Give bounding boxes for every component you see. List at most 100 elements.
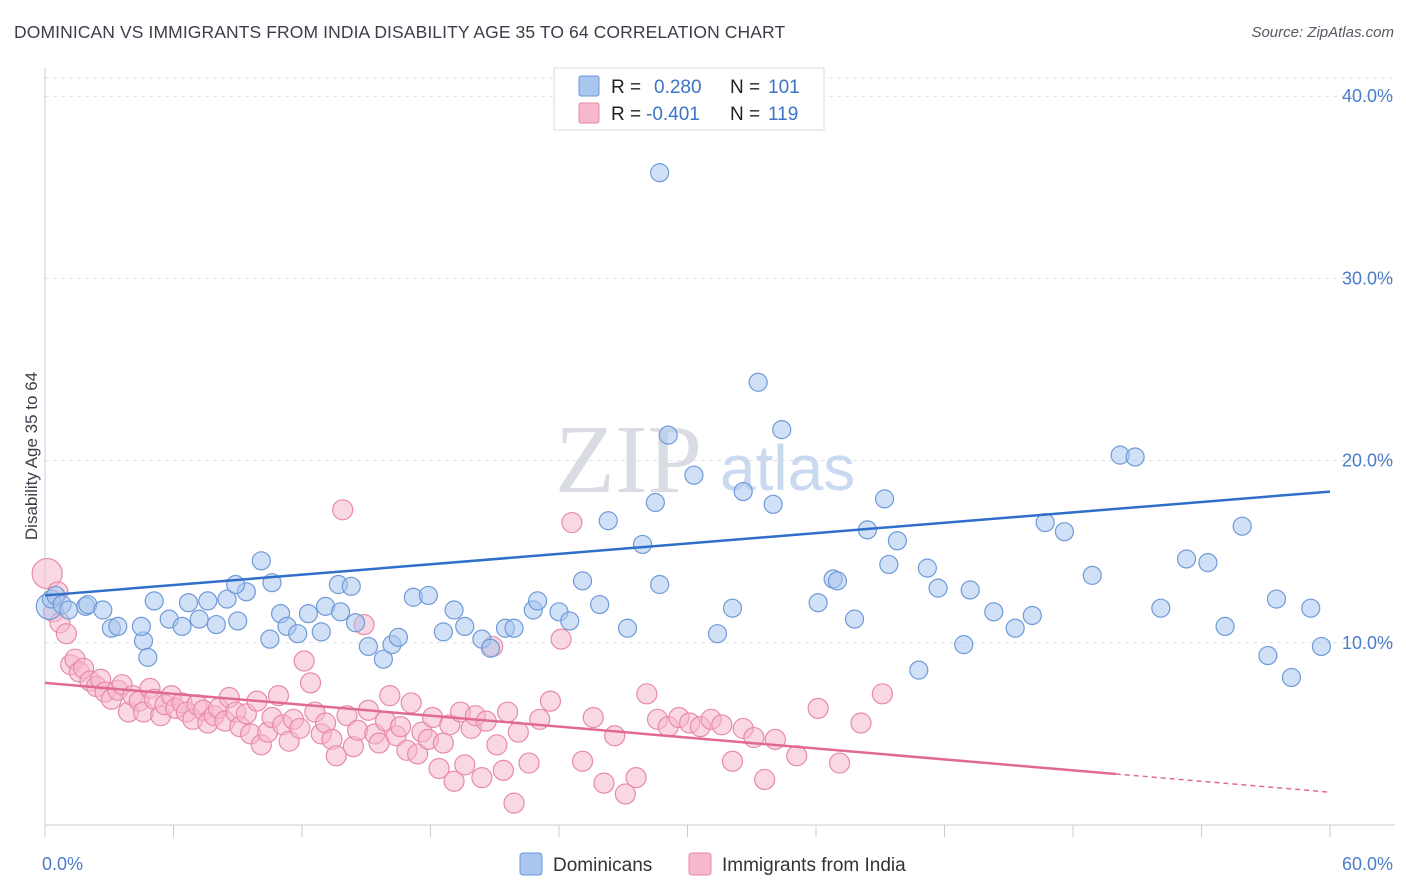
point-dominican-35 bbox=[341, 576, 361, 596]
point-dominican-62 bbox=[684, 465, 704, 485]
point-dominican-13 bbox=[144, 591, 164, 611]
point-india-92 bbox=[539, 690, 562, 712]
point-india-0 bbox=[31, 557, 63, 590]
point-dominican-74 bbox=[874, 489, 895, 509]
legend-bottom-label-india: Immigrants from India bbox=[722, 855, 906, 876]
point-dominican-79 bbox=[928, 578, 948, 598]
legend-bottom-swatch-india bbox=[688, 852, 712, 876]
point-india-114 bbox=[786, 745, 808, 767]
point-dominican-91 bbox=[1176, 549, 1197, 569]
point-dominican-43 bbox=[433, 622, 453, 642]
point-dominican-78 bbox=[917, 558, 937, 578]
point-dominican-18 bbox=[198, 591, 218, 611]
point-india-85 bbox=[486, 734, 508, 756]
point-india-112 bbox=[753, 768, 776, 791]
point-india-118 bbox=[871, 683, 893, 705]
y-tick-label-10: 10.0% bbox=[1342, 633, 1393, 653]
point-dominican-36 bbox=[345, 613, 366, 633]
point-india-4 bbox=[55, 623, 78, 645]
point-dominican-100 bbox=[650, 163, 670, 183]
point-india-65 bbox=[379, 685, 401, 707]
point-dominican-51 bbox=[527, 591, 548, 611]
point-dominican-49 bbox=[504, 618, 524, 638]
point-dominican-63 bbox=[707, 624, 728, 644]
point-dominican-99 bbox=[1311, 636, 1332, 657]
point-dominican-59 bbox=[645, 492, 665, 513]
point-india-101 bbox=[636, 683, 658, 705]
point-dominican-47 bbox=[480, 638, 501, 658]
legend-bottom-swatch-dominicans bbox=[519, 852, 543, 876]
point-dominican-81 bbox=[960, 580, 980, 600]
legend-top-swatch-dominicans bbox=[578, 75, 600, 97]
point-dominican-72 bbox=[844, 609, 865, 629]
point-india-97 bbox=[593, 772, 615, 794]
point-india-49 bbox=[293, 650, 315, 672]
point-india-75 bbox=[432, 732, 454, 754]
x-tick-label-min: 0.0% bbox=[42, 854, 83, 874]
point-india-89 bbox=[507, 721, 529, 743]
trend-lines bbox=[44, 490, 1331, 793]
point-india-99 bbox=[614, 783, 636, 805]
y-tick-label-30: 30.0% bbox=[1342, 268, 1393, 288]
point-dominican-82 bbox=[984, 602, 1004, 622]
point-dominican-67 bbox=[763, 494, 783, 514]
point-dominican-56 bbox=[598, 511, 618, 531]
point-india-98 bbox=[604, 725, 626, 747]
point-india-79 bbox=[454, 754, 476, 776]
point-dominican-65 bbox=[733, 481, 753, 502]
point-india-70 bbox=[407, 743, 429, 765]
point-india-50 bbox=[299, 672, 322, 694]
point-dominican-37 bbox=[358, 636, 378, 657]
point-dominican-92 bbox=[1198, 553, 1218, 573]
point-dominican-57 bbox=[617, 618, 638, 638]
point-india-82 bbox=[471, 767, 493, 789]
legend-top-swatch-india bbox=[578, 102, 600, 124]
point-dominican-98 bbox=[1301, 598, 1321, 618]
point-india-44 bbox=[267, 685, 290, 707]
point-dominican-4 bbox=[58, 600, 79, 620]
point-dominican-27 bbox=[260, 629, 280, 649]
point-india-69 bbox=[400, 692, 422, 714]
point-india-48 bbox=[289, 717, 311, 740]
point-dominican-30 bbox=[298, 604, 319, 624]
point-dominican-84 bbox=[1022, 605, 1042, 626]
point-india-117 bbox=[850, 712, 872, 734]
y-tick-label-20: 20.0% bbox=[1342, 451, 1393, 471]
point-dominican-75 bbox=[879, 554, 899, 575]
point-dominican-60 bbox=[650, 574, 670, 595]
point-dominican-66 bbox=[748, 372, 768, 392]
point-dominican-17 bbox=[189, 609, 209, 629]
point-dominican-21 bbox=[228, 611, 248, 631]
point-dominican-24 bbox=[251, 551, 271, 571]
trend-line-dominicans bbox=[44, 490, 1331, 597]
point-india-77 bbox=[443, 770, 465, 792]
point-dominican-31 bbox=[311, 622, 331, 642]
y-tick-label-40: 40.0% bbox=[1342, 86, 1393, 106]
point-india-86 bbox=[492, 759, 514, 781]
point-dominican-93 bbox=[1215, 616, 1235, 637]
point-dominican-29 bbox=[288, 624, 308, 644]
legend-r-label-2: R = bbox=[611, 104, 641, 125]
chart-source: Source: ZipAtlas.com bbox=[1251, 24, 1394, 41]
point-india-88 bbox=[503, 792, 525, 814]
point-india-55 bbox=[325, 745, 347, 767]
point-india-74 bbox=[428, 757, 450, 780]
point-dominican-19 bbox=[206, 614, 226, 635]
point-dominican-54 bbox=[572, 571, 593, 591]
point-india-59 bbox=[347, 719, 369, 741]
legend-n-label-1: N = bbox=[730, 77, 760, 98]
point-dominican-90 bbox=[1151, 598, 1171, 618]
y-tick-labels: 10.0% 20.0% 30.0% 40.0% bbox=[1342, 86, 1393, 653]
legend-r-value-2: -0.401 bbox=[646, 104, 700, 125]
legend-bottom-label-dominicans: Dominicans bbox=[553, 855, 652, 876]
point-india-108 bbox=[711, 714, 733, 736]
legend-bottom: Dominicans Immigrants from India bbox=[519, 852, 906, 876]
point-india-67 bbox=[389, 716, 412, 738]
point-india-93 bbox=[550, 628, 572, 650]
point-dominican-42 bbox=[418, 585, 438, 606]
legend-r-label-1: R = bbox=[611, 77, 641, 98]
point-india-100 bbox=[625, 767, 647, 789]
point-dominican-12 bbox=[138, 647, 158, 667]
point-dominican-11 bbox=[131, 616, 151, 637]
